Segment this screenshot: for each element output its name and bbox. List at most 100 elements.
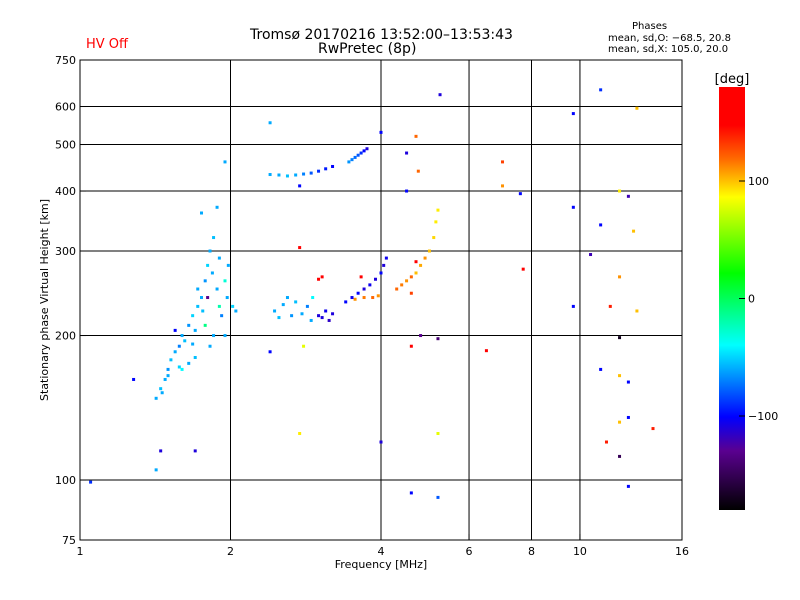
data-point bbox=[409, 275, 413, 279]
data-point bbox=[294, 300, 298, 304]
data-point bbox=[159, 387, 163, 391]
data-point bbox=[223, 160, 227, 164]
data-point bbox=[196, 304, 200, 308]
data-point bbox=[300, 312, 304, 316]
data-point bbox=[608, 304, 612, 308]
data-point bbox=[416, 169, 420, 173]
data-point bbox=[618, 275, 622, 279]
data-point bbox=[320, 275, 324, 279]
data-point bbox=[208, 344, 212, 348]
data-point bbox=[331, 164, 335, 168]
data-point bbox=[359, 151, 363, 155]
data-point bbox=[395, 287, 399, 291]
data-point bbox=[362, 296, 366, 300]
data-point bbox=[436, 208, 440, 212]
data-point bbox=[203, 323, 207, 327]
data-point bbox=[379, 271, 383, 275]
data-point bbox=[400, 283, 404, 287]
data-point bbox=[379, 130, 383, 134]
data-point bbox=[571, 205, 575, 209]
data-point bbox=[618, 454, 622, 458]
data-point bbox=[635, 309, 639, 313]
data-point bbox=[206, 296, 210, 300]
chart-title: Tromsø 20170216 13:52:00–13:53:43 bbox=[250, 27, 513, 43]
data-point bbox=[651, 427, 655, 431]
data-point bbox=[268, 350, 272, 354]
data-point bbox=[212, 334, 216, 338]
data-point bbox=[160, 391, 164, 395]
y-axis-label: Stationary phase Virtual Height [km] bbox=[38, 199, 51, 401]
x-tick-label: 1 bbox=[77, 545, 84, 558]
data-point bbox=[618, 374, 622, 378]
y-tick-label: 300 bbox=[55, 245, 76, 258]
x-tick-label: 16 bbox=[675, 545, 689, 558]
data-point bbox=[290, 314, 294, 318]
data-point bbox=[298, 432, 302, 436]
data-point bbox=[193, 449, 197, 453]
y-tick-label: 100 bbox=[55, 474, 76, 487]
phases-o: mean, sd,O: −68.5, 20.8 bbox=[608, 33, 731, 44]
x-tick-label: 6 bbox=[466, 545, 473, 558]
data-point bbox=[599, 367, 603, 371]
data-point bbox=[206, 263, 210, 267]
data-point bbox=[618, 420, 622, 424]
data-point bbox=[217, 304, 221, 308]
data-point bbox=[484, 349, 488, 353]
data-point bbox=[365, 147, 369, 151]
data-point bbox=[132, 377, 136, 381]
data-point bbox=[356, 291, 360, 295]
y-tick-label: 750 bbox=[55, 54, 76, 67]
chart-subtitle: RwPretec (8p) bbox=[318, 41, 417, 57]
data-point bbox=[423, 256, 427, 260]
data-point bbox=[193, 355, 197, 359]
data-point bbox=[159, 449, 163, 453]
data-point bbox=[409, 491, 413, 495]
data-point bbox=[311, 296, 315, 300]
data-point bbox=[208, 249, 212, 253]
data-point bbox=[154, 468, 158, 472]
data-point bbox=[183, 339, 187, 343]
data-point bbox=[215, 205, 219, 209]
data-point bbox=[434, 220, 438, 224]
data-point bbox=[414, 271, 418, 275]
data-point bbox=[438, 93, 442, 97]
x-tick-label: 2 bbox=[227, 545, 234, 558]
data-point bbox=[317, 277, 321, 281]
data-point bbox=[177, 344, 181, 348]
data-point bbox=[599, 223, 603, 227]
data-point bbox=[350, 296, 354, 300]
y-tick-label: 500 bbox=[55, 139, 76, 152]
data-point bbox=[173, 328, 177, 332]
data-point bbox=[177, 365, 181, 369]
data-point bbox=[226, 263, 230, 267]
data-point bbox=[626, 380, 630, 384]
data-point bbox=[419, 334, 423, 338]
colorbar-tick-label: 100 bbox=[748, 175, 769, 188]
x-axis-label: Frequency [MHz] bbox=[335, 558, 427, 571]
data-point bbox=[154, 396, 158, 400]
data-point bbox=[187, 323, 191, 327]
data-point bbox=[212, 236, 216, 240]
data-point bbox=[604, 440, 608, 444]
data-point bbox=[187, 361, 191, 365]
data-point bbox=[501, 184, 505, 188]
data-point bbox=[379, 440, 383, 444]
data-point bbox=[371, 296, 375, 300]
data-point bbox=[353, 155, 357, 159]
data-point bbox=[201, 309, 205, 313]
data-point bbox=[376, 294, 380, 298]
data-point bbox=[344, 300, 348, 304]
data-point bbox=[409, 344, 413, 348]
data-point bbox=[234, 309, 238, 313]
data-point bbox=[632, 229, 636, 233]
data-point bbox=[217, 256, 221, 260]
data-point bbox=[191, 342, 195, 346]
data-point bbox=[317, 169, 321, 173]
y-tick-label: 600 bbox=[55, 101, 76, 114]
data-point bbox=[220, 314, 224, 318]
data-point bbox=[203, 279, 207, 283]
data-point bbox=[374, 277, 378, 281]
data-point bbox=[414, 134, 418, 138]
colorbar-tick-label: 0 bbox=[748, 293, 755, 306]
data-point bbox=[180, 367, 184, 371]
